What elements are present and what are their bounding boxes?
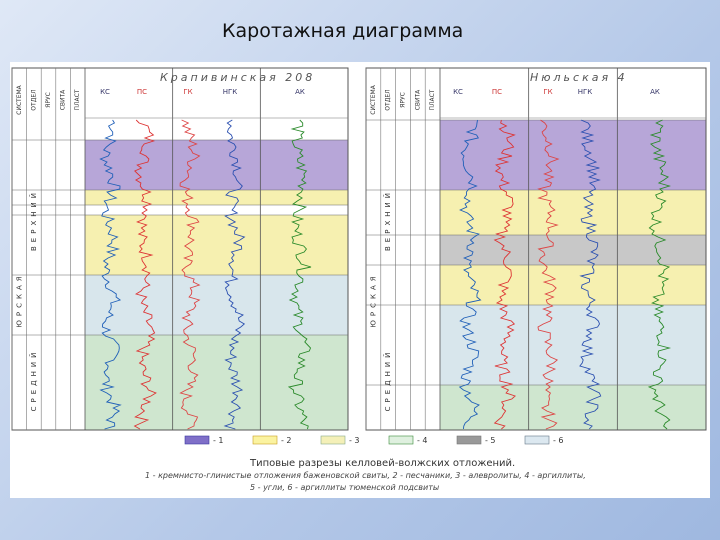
slide-title: Каротажная диаграмма — [222, 20, 464, 42]
log-curve — [133, 119, 157, 430]
column-header: ОТДЕЛ — [30, 89, 37, 110]
zone — [85, 275, 348, 335]
legend-swatch — [184, 435, 210, 445]
stratum-label: ЮРСКАЯ — [369, 272, 377, 327]
well-name: Крапивинская 208 — [160, 71, 315, 84]
legend-swatch — [252, 435, 278, 445]
caption-line: 1 - кремнисто-глинистые отложения бажено… — [145, 471, 586, 480]
log-curve — [458, 119, 482, 430]
legend-label: - 6 — [553, 436, 564, 445]
legend-swatch — [524, 435, 550, 445]
log-curve — [287, 119, 312, 430]
legend-label: - 5 — [485, 436, 496, 445]
column-header: ОТДЕЛ — [385, 89, 392, 110]
zone — [85, 140, 348, 190]
log-curve — [99, 119, 122, 430]
column-header: ПЛАСТ — [74, 89, 81, 110]
stratum-label: СРЕДНИЙ — [383, 349, 392, 412]
column-header: СИСТЕМА — [370, 84, 377, 115]
zone — [440, 190, 706, 235]
stratum-label: ВЕРХНИЙ — [383, 189, 392, 251]
legend-label: - 1 — [213, 436, 224, 445]
curve-label: ПС — [492, 88, 502, 96]
stratum-label: ВЕРХНИЙ — [29, 189, 38, 251]
zone — [440, 305, 706, 385]
zone — [85, 335, 348, 430]
log-curve — [647, 119, 672, 430]
zone — [440, 385, 706, 430]
caption-line: 5 - угли, 6 - аргиллиты тюменской подсви… — [250, 483, 439, 492]
log-curve — [223, 119, 246, 430]
log-curve — [179, 119, 201, 430]
curve-label: АК — [650, 88, 660, 96]
legend-label: - 3 — [349, 436, 360, 445]
column-header: СВИТА — [414, 89, 421, 110]
curve-label: КС — [453, 88, 463, 96]
curve-label: НГК — [578, 88, 593, 96]
curve-label: АК — [295, 88, 305, 96]
column-header: СИСТЕМА — [16, 84, 23, 115]
zone — [440, 235, 706, 265]
zone — [85, 190, 348, 205]
zone — [85, 205, 348, 215]
curve-label: КС — [100, 88, 110, 96]
log-curve — [493, 119, 516, 430]
column-header: ПЛАСТ — [429, 89, 436, 110]
legend-swatch — [388, 435, 414, 445]
column-header: ЯРУС — [400, 92, 407, 108]
zone — [440, 120, 706, 190]
zone — [440, 265, 706, 305]
log-curve — [537, 119, 560, 430]
well-name: Нюльская 4 — [530, 71, 628, 84]
legend-swatch — [320, 435, 346, 445]
log-curve — [579, 119, 602, 430]
column-header: СВИТА — [60, 89, 67, 110]
curve-label: ГК — [543, 88, 552, 96]
caption-title: Типовые разрезы келловей-волжских отложе… — [249, 458, 515, 469]
stratum-label: ЮРСКАЯ — [15, 272, 23, 327]
legend-label: - 2 — [281, 436, 292, 445]
legend-label: - 4 — [417, 436, 428, 445]
curve-label: ПС — [137, 88, 147, 96]
curve-label: ГК — [183, 88, 192, 96]
legend-swatch — [456, 435, 482, 445]
stratum-label: СРЕДНИЙ — [29, 349, 38, 412]
column-header: ЯРУС — [45, 92, 52, 108]
curve-label: НГК — [223, 88, 238, 96]
